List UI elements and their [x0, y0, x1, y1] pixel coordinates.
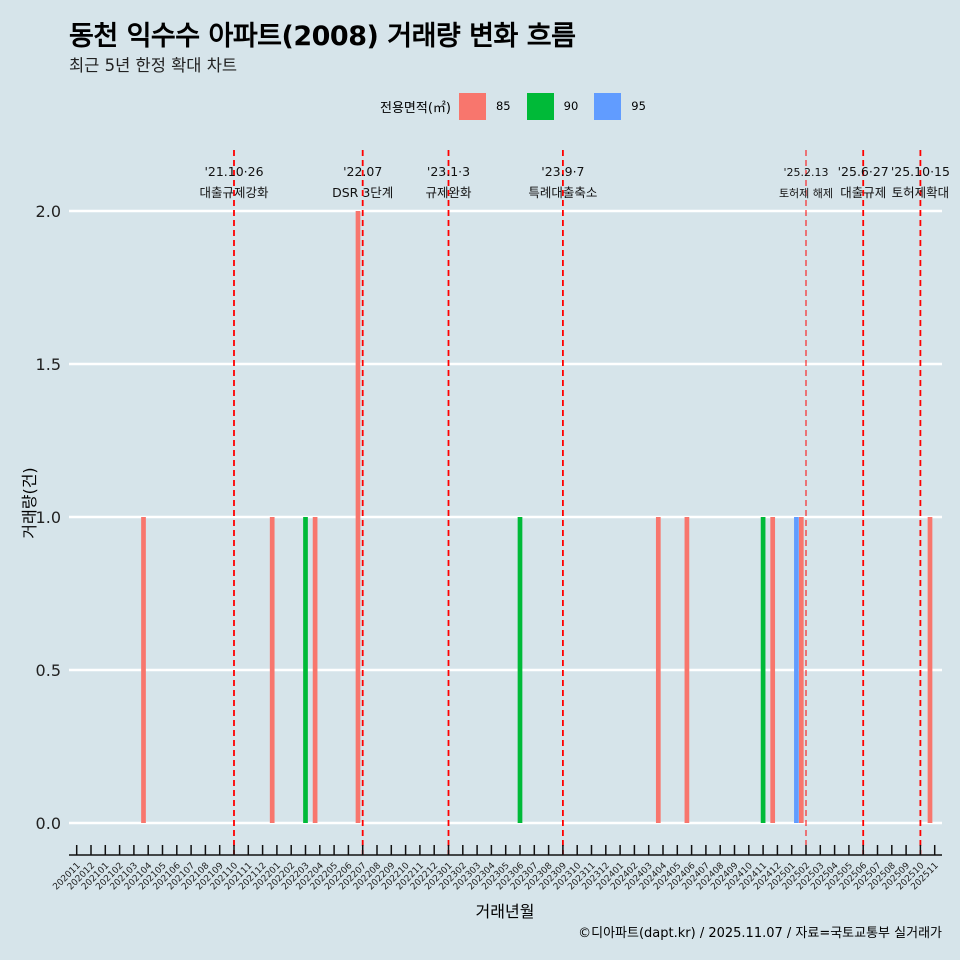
y-tick-label: 1.0: [36, 508, 61, 527]
bar-85-202201: [269, 517, 275, 823]
event-label: DSR 3단계: [332, 185, 393, 200]
chart-title: 동천 익수수 아파트(2008) 거래량 변화 흐름: [69, 21, 576, 52]
bar-90-202306: [517, 517, 523, 823]
chart-subtitle: 최근 5년 한정 확대 차트: [69, 56, 238, 75]
bars: [141, 211, 933, 823]
y-axis-ticks: 0.0 0.5 1.0 1.5 2.0: [36, 202, 61, 833]
legend: 전용면적(㎡) 85 90 95: [380, 92, 662, 120]
event-date: '25.2.13: [783, 166, 828, 179]
event-lines: '21.10·26 대출규제강화 '22.07 DSR 3단계 '23.1·3 규제완화 '…: [199, 150, 950, 855]
bar-85-202412: [770, 517, 776, 823]
event-date: '25.10·15: [891, 164, 950, 179]
bar-85-202406: [684, 517, 690, 823]
source-caption: ©디아파트(dapt.kr) / 2025.11.07 / 자료=국토교통부 실…: [578, 926, 942, 941]
event-label: 대출규제강화: [199, 185, 269, 200]
legend-label-90: 90: [563, 99, 579, 113]
bar-85-202502: [798, 517, 804, 823]
event-date: '23.9·7: [541, 164, 584, 179]
gridlines: [69, 209, 942, 825]
event-date: '25.6·27: [838, 164, 889, 179]
event-label: 대출규제: [840, 185, 886, 200]
event-date: '23.1·3: [427, 164, 470, 179]
bar-85-202104: [141, 517, 146, 823]
bar-85-202204: [312, 517, 318, 823]
legend-label-85: 85: [495, 99, 511, 113]
event-date: '21.10·26: [204, 164, 263, 179]
y-axis-label: 거래량(건): [20, 467, 39, 539]
bar-85-202511: [927, 517, 933, 823]
bar-90-202411: [760, 517, 766, 823]
bar-90-202203: [303, 517, 308, 823]
legend-label-95: 95: [631, 99, 646, 113]
legend-title: 전용면적(㎡): [380, 100, 451, 116]
x-axis: 2020112020122021012021022021032021042021…: [51, 845, 942, 892]
event-label: 토허제확대: [892, 185, 950, 200]
y-tick-label: 0.5: [36, 661, 61, 680]
y-tick-label: 2.0: [36, 202, 61, 221]
y-tick-label: 0.0: [36, 814, 61, 833]
event-label: 토허제 해제: [779, 186, 833, 200]
event-date: '22.07: [343, 164, 382, 179]
bar-85-202404: [655, 517, 661, 823]
legend-key-90: [526, 92, 554, 120]
bar-95-202501: [794, 517, 799, 823]
legend-key-95: [594, 92, 622, 120]
event-label: 규제완화: [425, 185, 472, 200]
y-tick-label: 1.5: [36, 355, 61, 374]
event-label: 특례대출축소: [528, 185, 597, 200]
x-axis-label: 거래년월: [475, 902, 535, 921]
legend-key-85: [458, 92, 486, 120]
bar-85-202207: [355, 211, 361, 823]
